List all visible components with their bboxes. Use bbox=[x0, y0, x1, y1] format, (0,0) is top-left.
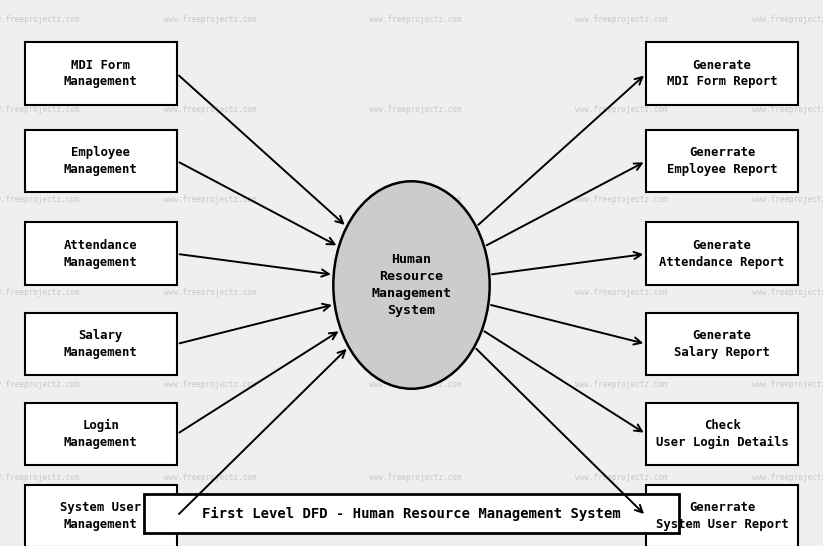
Text: www.freeprojectz.com: www.freeprojectz.com bbox=[370, 195, 462, 204]
Ellipse shape bbox=[333, 181, 490, 389]
Text: www.freeprojectz.com: www.freeprojectz.com bbox=[164, 15, 256, 23]
Bar bbox=[646, 485, 798, 546]
Bar bbox=[25, 130, 177, 193]
Bar bbox=[646, 43, 798, 105]
Text: Login
Management: Login Management bbox=[64, 419, 137, 449]
Text: www.freeprojectz.com: www.freeprojectz.com bbox=[0, 288, 79, 296]
Text: www.freeprojectz.com: www.freeprojectz.com bbox=[164, 381, 256, 389]
Text: Human
Resource
Management
System: Human Resource Management System bbox=[371, 253, 452, 317]
Text: Generrate
System User Report: Generrate System User Report bbox=[656, 501, 788, 531]
Text: First Level DFD - Human Resource Management System: First Level DFD - Human Resource Managem… bbox=[202, 507, 621, 521]
Text: Generate
Salary Report: Generate Salary Report bbox=[674, 329, 770, 359]
Text: www.freeprojectz.com: www.freeprojectz.com bbox=[164, 288, 256, 296]
Text: System User
Management: System User Management bbox=[60, 501, 142, 531]
Text: www.freeprojectz.com: www.freeprojectz.com bbox=[370, 381, 462, 389]
Text: Check
User Login Details: Check User Login Details bbox=[656, 419, 788, 449]
Text: www.freeprojectz.com: www.freeprojectz.com bbox=[164, 105, 256, 114]
Text: www.freeprojectz.com: www.freeprojectz.com bbox=[752, 381, 823, 389]
Text: www.freeprojectz.com: www.freeprojectz.com bbox=[575, 473, 667, 482]
Bar bbox=[25, 485, 177, 546]
Bar bbox=[25, 223, 177, 285]
Text: www.freeprojectz.com: www.freeprojectz.com bbox=[752, 195, 823, 204]
Bar bbox=[646, 223, 798, 285]
Text: www.freeprojectz.com: www.freeprojectz.com bbox=[752, 15, 823, 23]
Text: www.freeprojectz.com: www.freeprojectz.com bbox=[0, 381, 79, 389]
Text: www.freeprojectz.com: www.freeprojectz.com bbox=[0, 15, 79, 23]
Text: Attendance
Management: Attendance Management bbox=[64, 239, 137, 269]
Text: Employee
Management: Employee Management bbox=[64, 146, 137, 176]
Bar bbox=[25, 312, 177, 376]
Text: www.freeprojectz.com: www.freeprojectz.com bbox=[752, 288, 823, 296]
Text: www.freeprojectz.com: www.freeprojectz.com bbox=[370, 288, 462, 296]
Bar bbox=[144, 494, 679, 533]
Text: www.freeprojectz.com: www.freeprojectz.com bbox=[575, 15, 667, 23]
Text: www.freeprojectz.com: www.freeprojectz.com bbox=[752, 105, 823, 114]
Text: Salary
Management: Salary Management bbox=[64, 329, 137, 359]
Bar bbox=[646, 130, 798, 193]
Text: www.freeprojectz.com: www.freeprojectz.com bbox=[0, 195, 79, 204]
Text: www.freeprojectz.com: www.freeprojectz.com bbox=[752, 473, 823, 482]
Text: www.freeprojectz.com: www.freeprojectz.com bbox=[575, 381, 667, 389]
Bar bbox=[25, 43, 177, 105]
Text: www.freeprojectz.com: www.freeprojectz.com bbox=[370, 15, 462, 23]
Bar bbox=[25, 403, 177, 465]
Text: www.freeprojectz.com: www.freeprojectz.com bbox=[0, 105, 79, 114]
Text: www.freeprojectz.com: www.freeprojectz.com bbox=[164, 473, 256, 482]
Text: MDI Form
Management: MDI Form Management bbox=[64, 59, 137, 88]
Text: www.freeprojectz.com: www.freeprojectz.com bbox=[575, 288, 667, 296]
Text: www.freeprojectz.com: www.freeprojectz.com bbox=[164, 195, 256, 204]
Text: Generate
Attendance Report: Generate Attendance Report bbox=[659, 239, 785, 269]
Text: Generate
MDI Form Report: Generate MDI Form Report bbox=[667, 59, 778, 88]
Text: www.freeprojectz.com: www.freeprojectz.com bbox=[370, 473, 462, 482]
Text: www.freeprojectz.com: www.freeprojectz.com bbox=[0, 473, 79, 482]
Text: www.freeprojectz.com: www.freeprojectz.com bbox=[575, 195, 667, 204]
Text: www.freeprojectz.com: www.freeprojectz.com bbox=[370, 105, 462, 114]
Text: www.freeprojectz.com: www.freeprojectz.com bbox=[575, 105, 667, 114]
Bar bbox=[646, 312, 798, 376]
Bar bbox=[646, 403, 798, 465]
Text: Generrate
Employee Report: Generrate Employee Report bbox=[667, 146, 778, 176]
